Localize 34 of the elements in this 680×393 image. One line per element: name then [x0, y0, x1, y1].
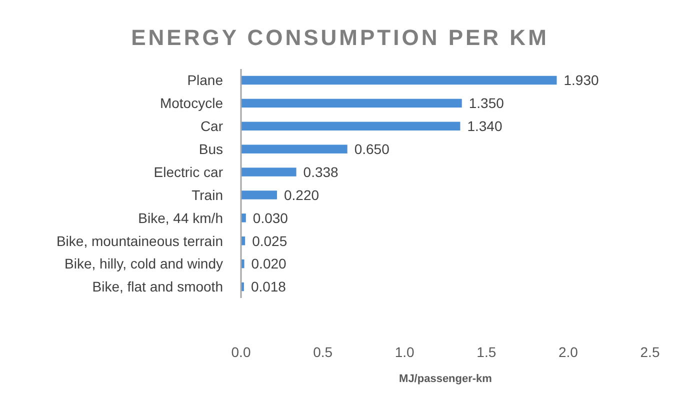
x-tick-label: 0.5 — [313, 344, 333, 360]
bar — [241, 76, 557, 85]
y-tick-label: Bike, flat and smooth — [92, 278, 223, 295]
data-label: 0.018 — [250, 278, 286, 295]
bar — [241, 144, 348, 154]
data-label: 1.340 — [467, 118, 502, 134]
y-tick-label: Bike, hilly, cold and windy — [64, 256, 223, 272]
x-tick-label: 0.0 — [231, 344, 251, 360]
x-axis-title: MJ/passenger-km — [399, 373, 492, 385]
x-tick-label: 1.5 — [476, 344, 496, 360]
data-label: 0.025 — [252, 232, 288, 249]
y-tick-label: Plane — [187, 72, 224, 88]
data-label: 1.350 — [468, 95, 504, 112]
y-tick-label: Bus — [198, 140, 223, 157]
bar — [241, 98, 462, 108]
bar — [241, 190, 277, 200]
y-tick-label: Bike, mountaineous terrain — [56, 232, 223, 249]
bar — [241, 122, 460, 130]
bar — [241, 168, 296, 176]
data-label: 0.020 — [251, 256, 287, 272]
x-tick-label: 1.0 — [394, 344, 415, 360]
chart-title: ENERGY CONSUMPTION PER KM — [131, 25, 549, 50]
data-label: 1.930 — [564, 72, 599, 88]
x-tick-label: 2.0 — [558, 344, 578, 360]
y-tick-label: Bike, 44 km/h — [138, 210, 223, 226]
y-tick-label: Car — [200, 118, 224, 134]
x-tick-label: 2.5 — [640, 344, 660, 360]
data-label: 0.030 — [252, 210, 288, 226]
data-label: 0.338 — [303, 164, 339, 180]
y-tick-label: Motocycle — [160, 95, 224, 112]
data-label: 0.650 — [354, 140, 390, 157]
data-label: 0.220 — [284, 186, 320, 203]
y-tick-label: Train — [192, 186, 223, 203]
y-tick-label: Electric car — [154, 164, 224, 180]
